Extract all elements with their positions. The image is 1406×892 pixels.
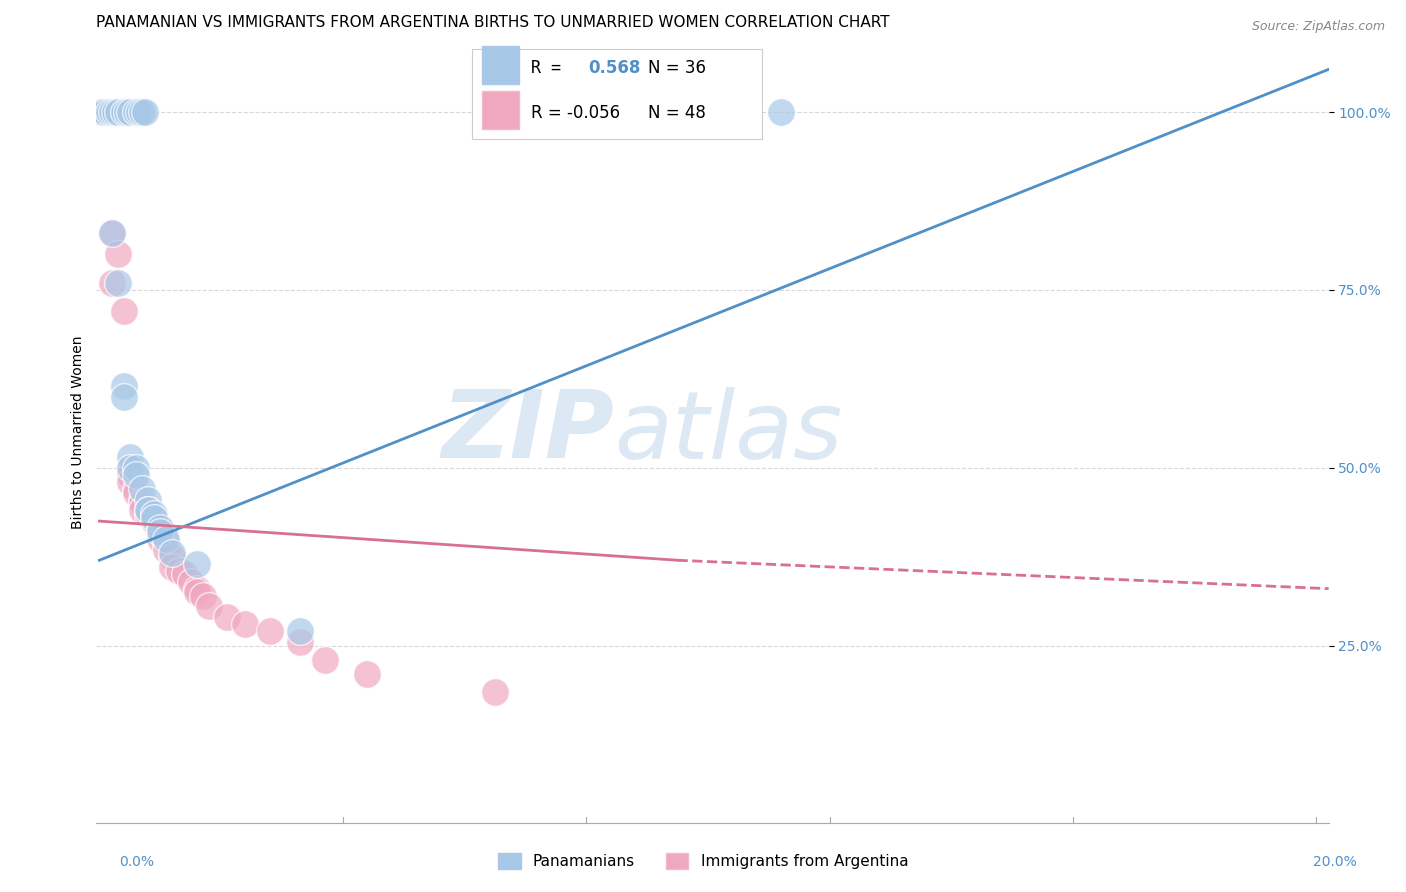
- Point: [118, 450, 141, 464]
- Point: [134, 105, 156, 120]
- Legend: Panamanians, Immigrants from Argentina: Panamanians, Immigrants from Argentina: [492, 847, 914, 875]
- Point: [143, 510, 166, 524]
- FancyBboxPatch shape: [472, 49, 762, 139]
- Text: 0.568: 0.568: [588, 59, 640, 77]
- Point: [131, 482, 153, 496]
- Text: N = 48: N = 48: [648, 104, 706, 122]
- Point: [290, 635, 312, 649]
- Point: [484, 685, 506, 699]
- Text: R =: R =: [531, 59, 581, 77]
- Point: [162, 549, 184, 564]
- Point: [118, 467, 141, 482]
- Point: [167, 564, 190, 578]
- Text: 0.0%: 0.0%: [120, 855, 155, 869]
- Point: [356, 667, 378, 681]
- Point: [259, 624, 281, 639]
- Point: [186, 557, 208, 571]
- Text: ZIP: ZIP: [441, 386, 614, 478]
- Point: [97, 105, 120, 120]
- Point: [91, 105, 114, 120]
- Point: [162, 560, 184, 574]
- Point: [112, 105, 135, 120]
- Point: [125, 482, 148, 496]
- Point: [131, 503, 153, 517]
- FancyBboxPatch shape: [482, 46, 519, 84]
- Point: [136, 492, 159, 507]
- Point: [118, 105, 141, 120]
- Text: PANAMANIAN VS IMMIGRANTS FROM ARGENTINA BIRTHS TO UNMARRIED WOMEN CORRELATION CH: PANAMANIAN VS IMMIGRANTS FROM ARGENTINA …: [97, 15, 890, 30]
- Point: [91, 105, 114, 120]
- Point: [94, 105, 117, 120]
- Point: [290, 624, 312, 639]
- Point: [112, 105, 135, 120]
- Point: [125, 460, 148, 475]
- Point: [100, 276, 122, 290]
- Point: [131, 496, 153, 510]
- Point: [173, 567, 195, 582]
- Point: [191, 589, 214, 603]
- Point: [155, 532, 177, 546]
- Point: [136, 503, 159, 517]
- Point: [131, 492, 153, 507]
- Point: [104, 105, 127, 120]
- Point: [149, 521, 172, 535]
- Point: [112, 379, 135, 393]
- Point: [125, 485, 148, 500]
- Point: [100, 105, 122, 120]
- Text: atlas: atlas: [614, 387, 842, 478]
- Text: 20.0%: 20.0%: [1313, 855, 1357, 869]
- Point: [143, 514, 166, 528]
- Point: [128, 105, 150, 120]
- Point: [112, 390, 135, 404]
- Point: [186, 582, 208, 596]
- Point: [125, 105, 148, 120]
- Point: [100, 105, 122, 120]
- Point: [217, 610, 239, 624]
- Text: R = -0.056: R = -0.056: [531, 104, 620, 122]
- Point: [769, 105, 792, 120]
- Point: [100, 226, 122, 240]
- Point: [143, 507, 166, 521]
- Point: [94, 105, 117, 120]
- Point: [155, 542, 177, 557]
- Point: [107, 276, 129, 290]
- Point: [155, 535, 177, 549]
- Point: [131, 105, 153, 120]
- Point: [125, 467, 148, 482]
- Point: [143, 510, 166, 524]
- Point: [118, 460, 141, 475]
- Point: [162, 546, 184, 560]
- Point: [136, 507, 159, 521]
- Point: [149, 524, 172, 539]
- Point: [149, 524, 172, 539]
- Point: [107, 105, 129, 120]
- Point: [118, 460, 141, 475]
- Point: [180, 574, 202, 589]
- Point: [314, 653, 336, 667]
- Point: [136, 503, 159, 517]
- Point: [115, 105, 138, 120]
- Point: [115, 105, 138, 120]
- Point: [112, 304, 135, 318]
- Point: [97, 105, 120, 120]
- Point: [149, 532, 172, 546]
- Point: [100, 226, 122, 240]
- Y-axis label: Births to Unmarried Women: Births to Unmarried Women: [72, 335, 86, 529]
- Point: [107, 247, 129, 261]
- Point: [186, 585, 208, 599]
- Point: [198, 599, 221, 614]
- Point: [149, 521, 172, 535]
- Point: [118, 475, 141, 489]
- Point: [125, 105, 148, 120]
- Point: [136, 503, 159, 517]
- Text: N = 36: N = 36: [648, 59, 706, 77]
- Point: [118, 105, 141, 120]
- Point: [235, 617, 257, 632]
- Point: [107, 105, 129, 120]
- FancyBboxPatch shape: [482, 91, 519, 128]
- Text: Source: ZipAtlas.com: Source: ZipAtlas.com: [1251, 20, 1385, 33]
